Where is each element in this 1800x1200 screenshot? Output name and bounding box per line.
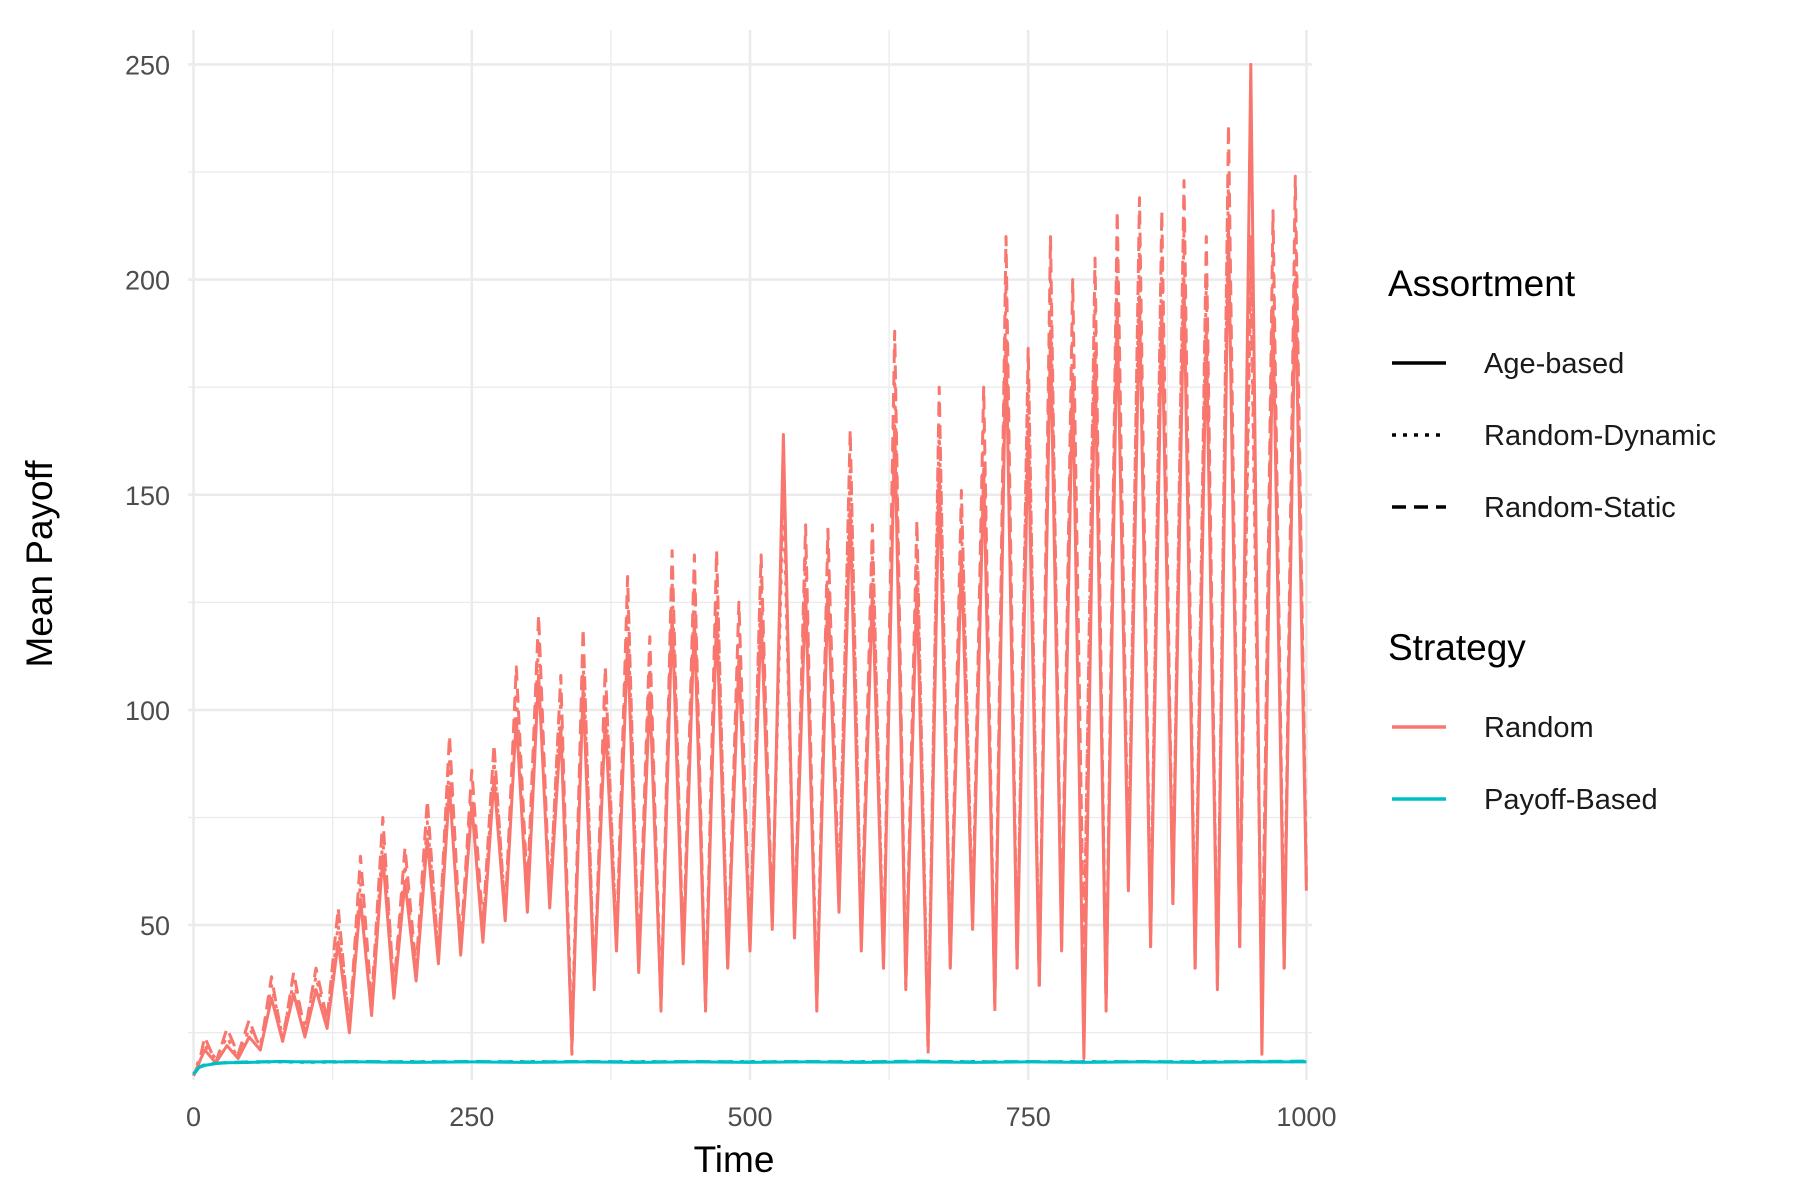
grid-lines (188, 30, 1312, 1080)
x-tick-label: 1000 (1276, 1102, 1336, 1132)
legend-label: Random-Dynamic (1484, 420, 1716, 452)
x-axis-title: Time (694, 1139, 775, 1180)
legend-title: Assortment (1388, 263, 1576, 304)
series-line-payoff-based-age-based (192, 1060, 1307, 1076)
y-tick-label: 100 (125, 696, 170, 726)
x-tick-label: 500 (727, 1102, 772, 1132)
y-tick-label: 200 (125, 266, 170, 296)
series-line-random-age-based (192, 62, 1308, 1077)
y-tick-label: 150 (125, 481, 170, 511)
y-axis-title: Mean Payoff (19, 460, 60, 668)
legend-label: Payoff-Based (1484, 784, 1658, 816)
x-tick-label: 0 (186, 1102, 201, 1132)
legend-label: Random-Static (1484, 492, 1676, 524)
series-lines (192, 62, 1308, 1077)
legend-label: Random (1484, 712, 1594, 744)
x-tick-label: 250 (449, 1102, 494, 1132)
y-axis-ticks: 50 100 150 200 250 (125, 50, 170, 941)
y-tick-label: 50 (140, 911, 170, 941)
legend-label: Age-based (1484, 348, 1624, 380)
legend-title: Strategy (1388, 627, 1526, 668)
x-axis-ticks: 0 250 500 750 1000 (186, 1102, 1336, 1132)
x-tick-label: 750 (1006, 1102, 1051, 1132)
legend: Assortment Age-based Random-Dynamic Random-… (1388, 263, 1716, 816)
y-tick-label: 250 (125, 50, 170, 80)
